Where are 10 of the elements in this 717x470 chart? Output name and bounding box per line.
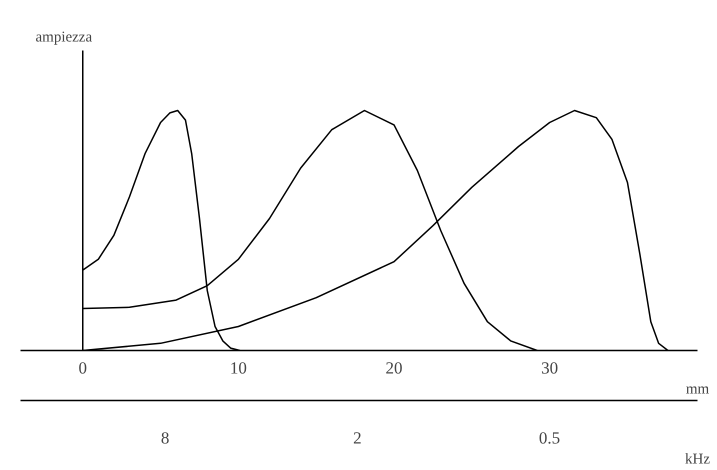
x-axis-title: mm xyxy=(686,382,710,398)
y-axis-title: ampiezza xyxy=(36,30,92,46)
x-tick-label: 20 xyxy=(386,358,403,378)
x2-tick-label: 8 xyxy=(160,428,170,448)
x2-axis-title: kHz xyxy=(685,452,710,468)
x2-tick-label: 0.5 xyxy=(538,428,560,448)
x-tick-label: 30 xyxy=(541,358,558,378)
x-tick-label: 10 xyxy=(230,358,247,378)
x2-tick-label: 2 xyxy=(353,428,362,448)
x-tick-label: 0 xyxy=(78,358,88,378)
